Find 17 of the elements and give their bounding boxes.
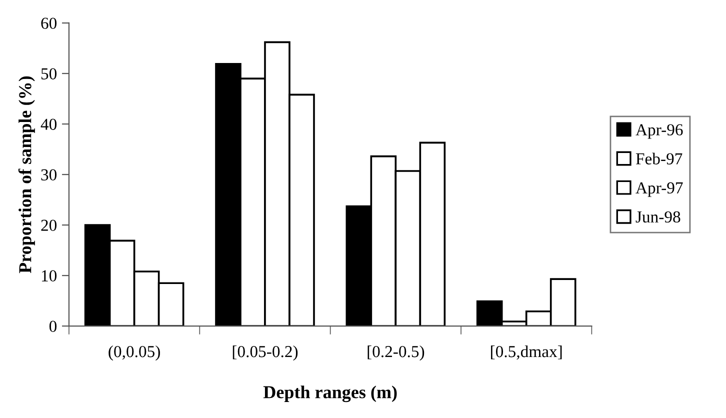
- y-tick-label: 50: [41, 68, 57, 80]
- x-tick-label: [0.2-0.5): [368, 345, 424, 361]
- legend-label: Apr-96: [636, 124, 683, 139]
- x-axis-title: Depth ranges (m): [263, 386, 397, 402]
- legend-label: Jun-98: [636, 211, 680, 223]
- y-tick-label: 0: [49, 320, 57, 332]
- y-tick-label: 10: [42, 270, 57, 282]
- x-tick-label: (0,0.05): [108, 345, 160, 361]
- y-axis-title: Proportion of sample (%): [18, 76, 35, 274]
- y-tick-label: 20: [41, 220, 57, 231]
- legend-label: Apr-97: [636, 182, 683, 197]
- legend-label: Feb-97: [636, 152, 682, 164]
- y-tick-label: 30: [41, 169, 57, 180]
- x-tick-label: [0.5,dmax]: [491, 345, 562, 360]
- y-tick-label: 60: [41, 18, 57, 29]
- y-tick-label: 40: [40, 118, 57, 130]
- x-tick-label: [0.05-0.2): [232, 345, 298, 361]
